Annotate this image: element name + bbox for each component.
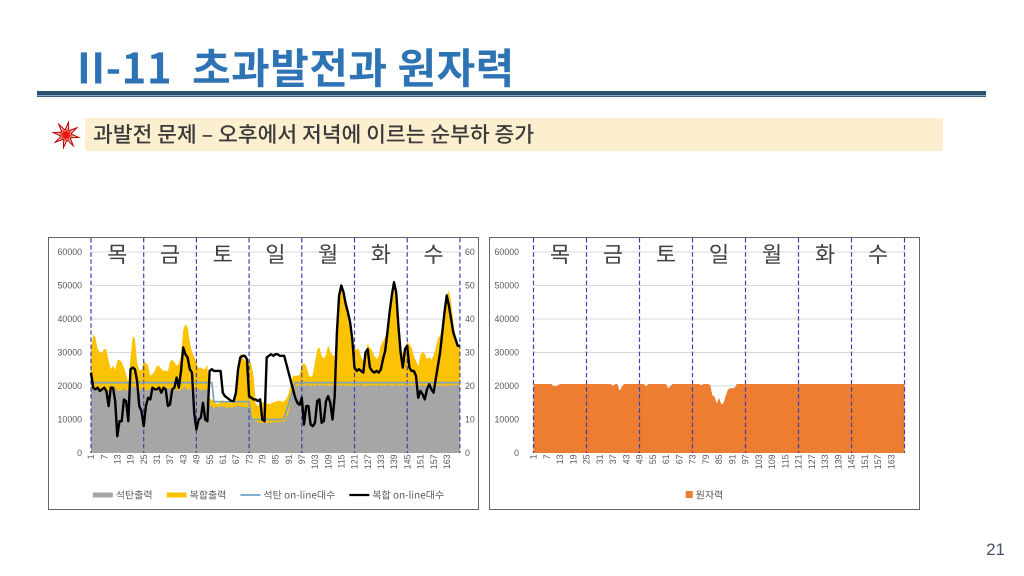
svg-text:7: 7 [99, 454, 109, 459]
svg-text:121: 121 [794, 454, 804, 469]
svg-text:50000: 50000 [495, 281, 520, 291]
svg-text:19: 19 [126, 454, 136, 464]
svg-text:91: 91 [284, 454, 294, 464]
svg-text:19: 19 [569, 454, 579, 464]
svg-text:55: 55 [205, 454, 215, 464]
svg-text:109: 109 [767, 454, 777, 469]
svg-text:0: 0 [465, 448, 470, 458]
svg-text:7: 7 [542, 454, 552, 459]
svg-text:157: 157 [429, 454, 439, 469]
svg-text:40: 40 [465, 314, 475, 324]
svg-text:151: 151 [860, 454, 870, 469]
svg-text:37: 37 [608, 454, 618, 464]
svg-text:20000: 20000 [58, 381, 83, 391]
svg-text:139: 139 [389, 454, 399, 469]
svg-text:139: 139 [833, 454, 843, 469]
svg-text:30: 30 [465, 348, 475, 358]
svg-text:73: 73 [688, 454, 698, 464]
svg-text:50: 50 [465, 281, 475, 291]
svg-text:20: 20 [465, 381, 475, 391]
svg-text:20000: 20000 [495, 381, 520, 391]
svg-text:50000: 50000 [58, 281, 83, 291]
svg-text:43: 43 [621, 454, 631, 464]
svg-text:61: 61 [218, 454, 228, 464]
svg-text:97: 97 [741, 454, 751, 464]
svg-text:73: 73 [244, 454, 254, 464]
svg-text:157: 157 [873, 454, 883, 469]
svg-text:40000: 40000 [495, 314, 520, 324]
svg-text:43: 43 [178, 454, 188, 464]
svg-text:60: 60 [465, 247, 475, 257]
svg-text:37: 37 [165, 454, 175, 464]
svg-text:121: 121 [350, 454, 360, 469]
svg-text:55: 55 [648, 454, 658, 464]
svg-text:103: 103 [754, 454, 764, 469]
svg-text:163: 163 [886, 454, 896, 469]
svg-text:30000: 30000 [495, 348, 520, 358]
svg-text:1: 1 [86, 454, 96, 459]
svg-text:1: 1 [529, 454, 539, 459]
svg-text:79: 79 [258, 454, 268, 464]
svg-text:115: 115 [337, 454, 347, 468]
svg-text:49: 49 [192, 454, 202, 464]
svg-text:115: 115 [780, 454, 790, 468]
svg-text:13: 13 [113, 454, 123, 464]
svg-text:0: 0 [77, 448, 82, 458]
svg-text:67: 67 [231, 454, 241, 464]
svg-text:13: 13 [555, 454, 565, 464]
svg-text:31: 31 [152, 454, 162, 464]
svg-text:30000: 30000 [58, 348, 83, 358]
svg-text:163: 163 [442, 454, 452, 469]
svg-text:91: 91 [727, 454, 737, 464]
svg-text:109: 109 [323, 454, 333, 469]
svg-text:31: 31 [595, 454, 605, 464]
svg-text:103: 103 [310, 454, 320, 469]
svg-text:10000: 10000 [495, 415, 520, 425]
svg-text:60000: 60000 [58, 247, 83, 257]
svg-text:145: 145 [402, 454, 412, 469]
svg-text:85: 85 [271, 454, 281, 464]
svg-text:61: 61 [661, 454, 671, 464]
svg-text:40000: 40000 [58, 314, 83, 324]
svg-text:145: 145 [847, 454, 857, 469]
svg-text:79: 79 [701, 454, 711, 464]
svg-text:133: 133 [376, 454, 386, 469]
svg-text:10000: 10000 [58, 415, 83, 425]
svg-text:127: 127 [807, 454, 817, 469]
svg-text:97: 97 [297, 454, 307, 464]
svg-text:133: 133 [820, 454, 830, 469]
svg-text:10: 10 [465, 415, 475, 425]
svg-text:25: 25 [582, 454, 592, 464]
svg-text:85: 85 [714, 454, 724, 464]
svg-text:25: 25 [139, 454, 149, 464]
svg-text:67: 67 [674, 454, 684, 464]
svg-text:49: 49 [635, 454, 645, 464]
svg-text:151: 151 [416, 454, 426, 469]
svg-text:0: 0 [514, 448, 519, 458]
svg-text:127: 127 [363, 454, 373, 469]
svg-text:60000: 60000 [495, 247, 520, 257]
